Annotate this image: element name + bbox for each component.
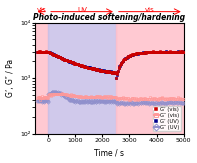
Text: vis: vis [36,7,46,13]
Bar [34,23,48,134]
Bar [116,23,184,134]
Bar [48,23,116,134]
Legend: G’ (vis), G″ (vis), G’ (UV), G″ (UV): G’ (vis), G″ (vis), G’ (UV), G″ (UV) [153,105,181,131]
Text: UV: UV [77,7,87,13]
Y-axis label: G’, G″ / Pa: G’, G″ / Pa [6,59,15,97]
X-axis label: Time / s: Time / s [94,148,124,157]
Title: Photo-induced softening/hardening: Photo-induced softening/hardening [33,13,185,22]
Text: vis: vis [145,7,155,13]
